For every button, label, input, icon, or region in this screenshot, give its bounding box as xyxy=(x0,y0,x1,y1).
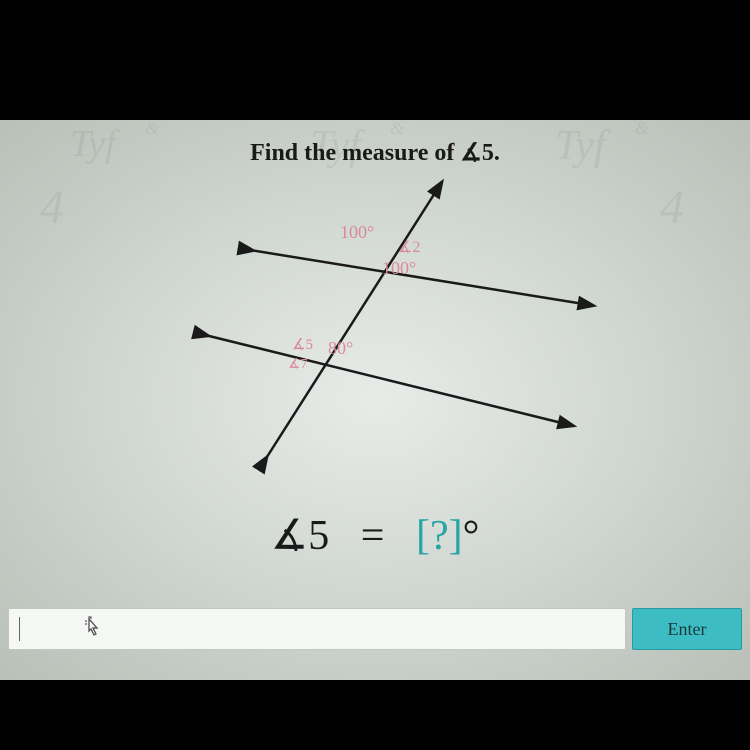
degree-symbol: ° xyxy=(463,513,480,559)
pointer-cursor-icon xyxy=(80,615,104,643)
angle-label-100-mid: 100° xyxy=(382,258,416,279)
angle-label-7: ∡7 xyxy=(288,356,308,373)
angle-label-2: ∡2 xyxy=(398,237,420,257)
angle-label-80: 80° xyxy=(328,338,353,359)
angle-label-5: ∡5 xyxy=(292,335,313,354)
watermark: & xyxy=(145,120,159,139)
angle-label-100-top: 100° xyxy=(340,222,374,243)
watermark: 4 xyxy=(40,180,64,235)
watermark: & xyxy=(390,120,404,139)
geometry-diagram: 100° ∡2 100° ∡5 80° ∡7 xyxy=(150,170,600,480)
question-title: Find the measure of ∡5. xyxy=(0,138,750,167)
enter-button[interactable]: Enter xyxy=(632,608,742,650)
watermark: & xyxy=(635,120,649,139)
equation-display: ∡5 = [?]° xyxy=(0,510,750,560)
watermark: 4 xyxy=(660,180,684,235)
equation-equals: = xyxy=(361,513,385,559)
app-screen: Tyf & Tyf & Tyf & 4 4 Find the measure o… xyxy=(0,120,750,680)
input-bar: Enter xyxy=(8,608,742,650)
equation-lhs: ∡5 xyxy=(271,513,330,559)
answer-placeholder: [?] xyxy=(416,513,463,559)
answer-input[interactable] xyxy=(8,608,626,650)
